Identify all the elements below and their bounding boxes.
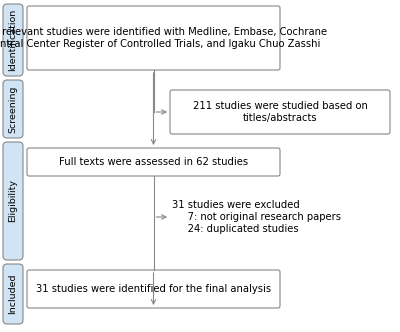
Text: Screening: Screening — [8, 85, 18, 133]
FancyBboxPatch shape — [27, 6, 280, 70]
Text: Full texts were assessed in 62 studies: Full texts were assessed in 62 studies — [59, 157, 248, 167]
Text: Identification: Identification — [8, 9, 18, 71]
FancyBboxPatch shape — [27, 270, 280, 308]
Text: Eligibility: Eligibility — [8, 180, 18, 222]
FancyBboxPatch shape — [170, 90, 390, 134]
Text: 31 studies were excluded
     7: not original research papers
     24: duplicate: 31 studies were excluded 7: not original… — [172, 201, 341, 234]
FancyBboxPatch shape — [3, 142, 23, 260]
Text: 273 relevant studies were identified with Medline, Embase, Cochrane
Central Cent: 273 relevant studies were identified wit… — [0, 27, 327, 49]
FancyBboxPatch shape — [3, 264, 23, 324]
Text: Included: Included — [8, 274, 18, 314]
FancyBboxPatch shape — [3, 80, 23, 138]
FancyBboxPatch shape — [27, 148, 280, 176]
Text: 31 studies were identified for the final analysis: 31 studies were identified for the final… — [36, 284, 271, 294]
Text: 211 studies were studied based on
titles/abstracts: 211 studies were studied based on titles… — [192, 101, 368, 123]
FancyBboxPatch shape — [3, 4, 23, 76]
